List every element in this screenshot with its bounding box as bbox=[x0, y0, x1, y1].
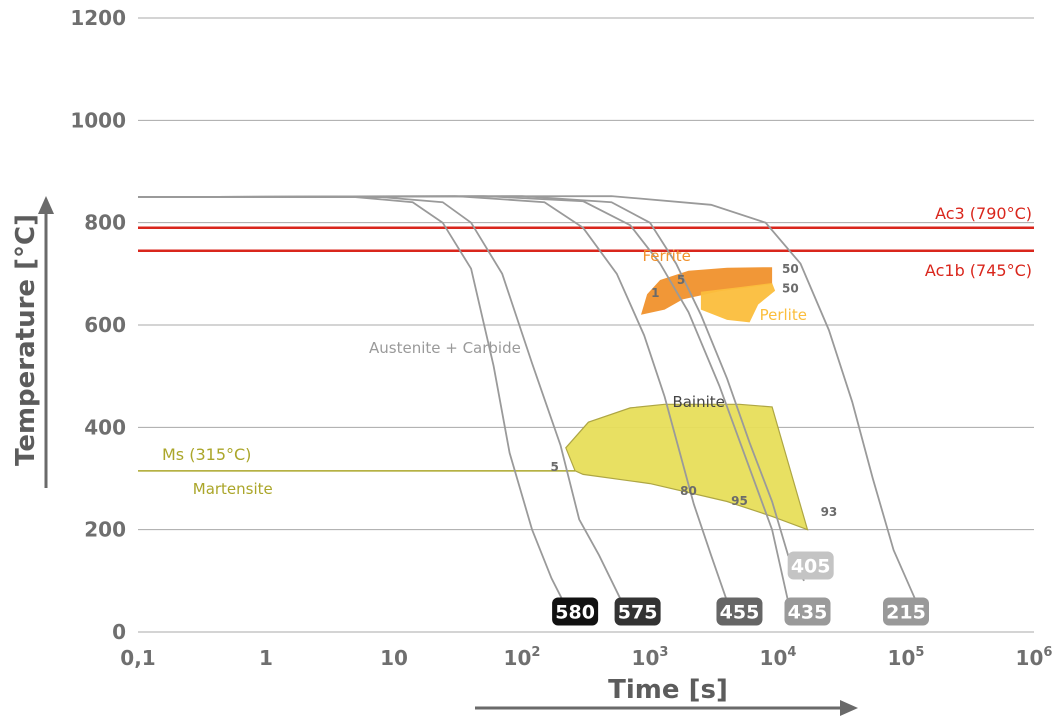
x-axis-arrow-head bbox=[840, 700, 858, 716]
cooling-curves bbox=[137, 195, 917, 602]
y-tick-label: 200 bbox=[84, 518, 126, 542]
axis-ticks: 0 200 400 600 800 1000 1200 0,1 1 10 102 103 104 105 1… bbox=[70, 6, 1052, 670]
x-tick-label: 10 bbox=[380, 646, 408, 670]
ms-label: Ms (315°C) bbox=[162, 445, 251, 464]
badge-value: 435 bbox=[788, 602, 828, 624]
region-bainite bbox=[565, 403, 809, 531]
y-tick-label: 800 bbox=[84, 211, 126, 235]
hardness-badge-405: 405 bbox=[787, 551, 834, 580]
phase-label-ferrite: Ferrite bbox=[642, 247, 690, 265]
x-tick-label: 106 bbox=[1016, 645, 1052, 670]
transformation-percent-label: 5 bbox=[550, 460, 558, 474]
x-axis-title-group: Time [s] bbox=[475, 675, 858, 716]
badge-background bbox=[552, 597, 599, 626]
y-axis-arrow-head bbox=[38, 196, 54, 214]
cooling-curve-455 bbox=[137, 195, 728, 602]
cooling-curve-215 bbox=[137, 195, 917, 602]
x-tick-label: 102 bbox=[504, 645, 541, 670]
transformation-percent-label: 93 bbox=[821, 505, 838, 519]
x-tick-label: 105 bbox=[888, 645, 925, 670]
x-tick-label: 104 bbox=[760, 645, 797, 670]
hardness-badge-575: 575 bbox=[614, 597, 661, 626]
hardness-badges: 580 575 455 435 405 215 bbox=[552, 551, 929, 626]
x-axis-title: Time [s] bbox=[608, 675, 728, 705]
x-tick-label: 103 bbox=[632, 645, 669, 670]
cooling-curve-405 bbox=[137, 195, 805, 582]
transformation-percent-label: 80 bbox=[680, 484, 697, 498]
badge-background bbox=[716, 597, 763, 626]
badge-value: 455 bbox=[720, 602, 760, 624]
badge-background bbox=[883, 597, 929, 626]
badge-value: 575 bbox=[618, 602, 658, 624]
badge-background bbox=[787, 551, 834, 580]
y-axis-title-group: Temperature [°C] bbox=[11, 196, 54, 488]
cooling-curve-435 bbox=[137, 195, 789, 602]
transformation-percent-label: 50 bbox=[782, 281, 799, 295]
x-tick-label: 0,1 bbox=[120, 646, 155, 670]
cooling-curve-580 bbox=[138, 196, 565, 602]
phase-label-bainite: Bainite bbox=[672, 393, 724, 411]
phase-label-martensite: Martensite bbox=[193, 480, 273, 498]
grid-lines bbox=[138, 17, 1034, 633]
region-ferrite bbox=[641, 267, 773, 315]
y-tick-label: 400 bbox=[84, 415, 126, 439]
badge-background bbox=[614, 597, 661, 626]
badge-value: 580 bbox=[555, 602, 595, 624]
badge-background bbox=[784, 597, 831, 626]
y-tick-label: 0 bbox=[112, 620, 126, 644]
y-tick-label: 1200 bbox=[70, 6, 126, 30]
badge-value: 405 bbox=[791, 555, 831, 577]
ac-label: Ac1b (745°C) bbox=[925, 261, 1032, 280]
phase-labels: Austenite + Carbide Ferrite Perlite Bainite… bbox=[193, 247, 838, 519]
y-tick-label: 1000 bbox=[70, 108, 126, 132]
hardness-badge-215: 215 bbox=[883, 597, 929, 626]
y-axis-title: Temperature [°C] bbox=[11, 214, 41, 466]
ac-label: Ac3 (790°C) bbox=[935, 204, 1032, 223]
badge-value: 215 bbox=[886, 602, 926, 624]
phase-label-perlite: Perlite bbox=[760, 306, 807, 324]
hardness-badge-435: 435 bbox=[784, 597, 831, 626]
phase-label-austenite-carbide: Austenite + Carbide bbox=[369, 339, 521, 357]
transformation-percent-label: 95 bbox=[731, 494, 748, 508]
reference-lines: Ac3 (790°C) Ac1b (745°C) Ms (315°C) bbox=[138, 204, 1034, 472]
transformation-percent-label: 50 bbox=[782, 262, 799, 276]
transformation-percent-label: 1 bbox=[651, 286, 659, 300]
y-tick-label: 600 bbox=[84, 313, 126, 337]
x-tick-label: 1 bbox=[259, 646, 273, 670]
cooling-curve-575 bbox=[138, 196, 623, 602]
transformation-percent-label: 5 bbox=[677, 273, 685, 287]
hardness-badge-455: 455 bbox=[716, 597, 763, 626]
hardness-badge-580: 580 bbox=[552, 597, 599, 626]
region-perlite bbox=[700, 283, 776, 323]
